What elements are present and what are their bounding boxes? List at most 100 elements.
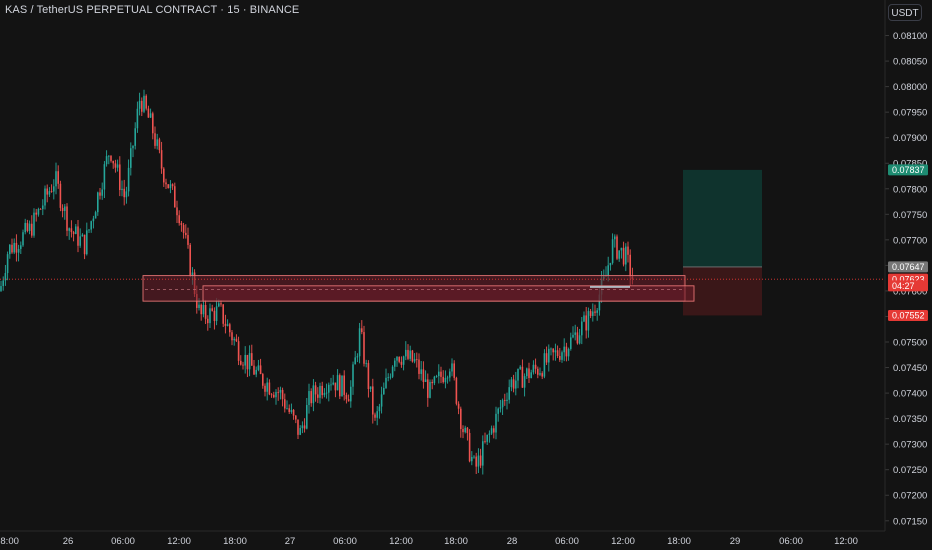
candle-body bbox=[251, 353, 253, 366]
support-zone bbox=[202, 285, 695, 302]
candle-body bbox=[149, 113, 152, 118]
candle-body bbox=[165, 182, 167, 185]
candle-body bbox=[187, 235, 189, 245]
candle-body bbox=[462, 429, 464, 433]
candle-body bbox=[0, 286, 2, 291]
candle-body bbox=[125, 191, 128, 198]
candle-body bbox=[352, 364, 354, 387]
candle-body bbox=[616, 236, 618, 259]
y-tick-label: 0.07900 bbox=[893, 133, 927, 144]
candle-body bbox=[75, 226, 77, 235]
candle-body bbox=[411, 350, 414, 362]
y-tick-label: 0.07150 bbox=[893, 516, 927, 527]
countdown-label: 04:27 bbox=[892, 281, 915, 291]
candle-body bbox=[449, 371, 451, 378]
candle-body bbox=[295, 415, 297, 420]
candle-body bbox=[438, 371, 440, 377]
candle-body bbox=[77, 226, 79, 246]
x-tick-label: 18:00 bbox=[667, 536, 691, 547]
target-label: 0.07837 bbox=[892, 165, 925, 175]
candle-body bbox=[284, 399, 286, 409]
candle-body bbox=[427, 379, 429, 398]
candle-body bbox=[508, 387, 510, 400]
y-tick-label: 0.07950 bbox=[893, 108, 927, 119]
candle-body bbox=[319, 385, 321, 398]
candle-body bbox=[345, 394, 348, 400]
candle-body bbox=[325, 392, 328, 394]
candle-body bbox=[123, 188, 125, 198]
candle-body bbox=[105, 156, 108, 165]
candle-body bbox=[22, 232, 24, 246]
candle-body bbox=[629, 254, 631, 277]
candle-body bbox=[380, 394, 383, 407]
candle-body bbox=[466, 427, 469, 433]
candle-body bbox=[9, 244, 11, 255]
candle-body bbox=[475, 456, 477, 467]
candle-body bbox=[607, 265, 609, 276]
candle-body bbox=[167, 184, 169, 189]
candle-body bbox=[160, 150, 163, 169]
y-tick-label: 0.07200 bbox=[893, 491, 927, 502]
candle-body bbox=[391, 366, 394, 377]
candle-body bbox=[510, 379, 513, 388]
candle-body bbox=[202, 304, 205, 315]
candle-body bbox=[497, 408, 499, 414]
candle-body bbox=[453, 363, 455, 378]
countdown-label-bg bbox=[888, 280, 928, 292]
candle-body bbox=[581, 321, 583, 336]
candle-body bbox=[545, 353, 548, 363]
candle-body bbox=[576, 332, 579, 344]
candle-body bbox=[394, 360, 396, 367]
candle-body bbox=[367, 362, 370, 390]
y-tick-label: 0.07600 bbox=[893, 286, 927, 297]
candle-body bbox=[534, 364, 537, 369]
target-area bbox=[683, 169, 762, 267]
candle-body bbox=[354, 357, 356, 365]
candle-body bbox=[46, 188, 48, 195]
candle-body bbox=[163, 168, 165, 183]
candle-body bbox=[495, 413, 497, 433]
candle-body bbox=[275, 392, 277, 398]
candle-body bbox=[268, 382, 271, 395]
candle-body bbox=[281, 389, 284, 400]
candle-body bbox=[347, 399, 350, 402]
candle-body bbox=[433, 376, 436, 384]
candle-body bbox=[145, 95, 147, 109]
candle-body bbox=[464, 427, 466, 433]
candle-body bbox=[237, 341, 240, 361]
entry-label: 0.07647 bbox=[892, 262, 925, 272]
candle-body bbox=[64, 206, 66, 211]
candle-body bbox=[147, 108, 150, 118]
candle-body bbox=[609, 262, 612, 266]
candle-body bbox=[332, 382, 334, 385]
last-price-label: 0.07623 bbox=[892, 274, 925, 284]
candle-body bbox=[169, 184, 172, 189]
candle-body bbox=[253, 365, 255, 375]
candle-body bbox=[31, 223, 33, 236]
candle-body bbox=[614, 236, 616, 240]
candle-body bbox=[68, 228, 70, 231]
candle-body bbox=[90, 221, 92, 230]
candle-body bbox=[523, 376, 526, 388]
candle-body bbox=[543, 353, 546, 377]
currency-unit-button[interactable]: USDT bbox=[888, 4, 922, 21]
candle-body bbox=[35, 212, 37, 215]
candle-body bbox=[400, 361, 403, 365]
candle-body bbox=[204, 304, 207, 319]
candle-body bbox=[244, 354, 246, 366]
candle-body bbox=[297, 419, 299, 435]
candle-body bbox=[226, 324, 229, 326]
candle-body bbox=[55, 171, 57, 187]
candle-body bbox=[200, 304, 202, 315]
x-tick-label: 06:00 bbox=[333, 536, 357, 547]
y-tick-label: 0.07450 bbox=[893, 363, 927, 374]
candle-body bbox=[248, 353, 251, 370]
candle-body bbox=[488, 433, 491, 435]
candle-body bbox=[574, 332, 576, 335]
candle-body bbox=[273, 394, 275, 398]
y-tick-label: 0.07250 bbox=[893, 465, 927, 476]
x-tick-label: 12:00 bbox=[611, 536, 635, 547]
candle-body bbox=[620, 247, 623, 251]
candle-body bbox=[378, 406, 381, 412]
